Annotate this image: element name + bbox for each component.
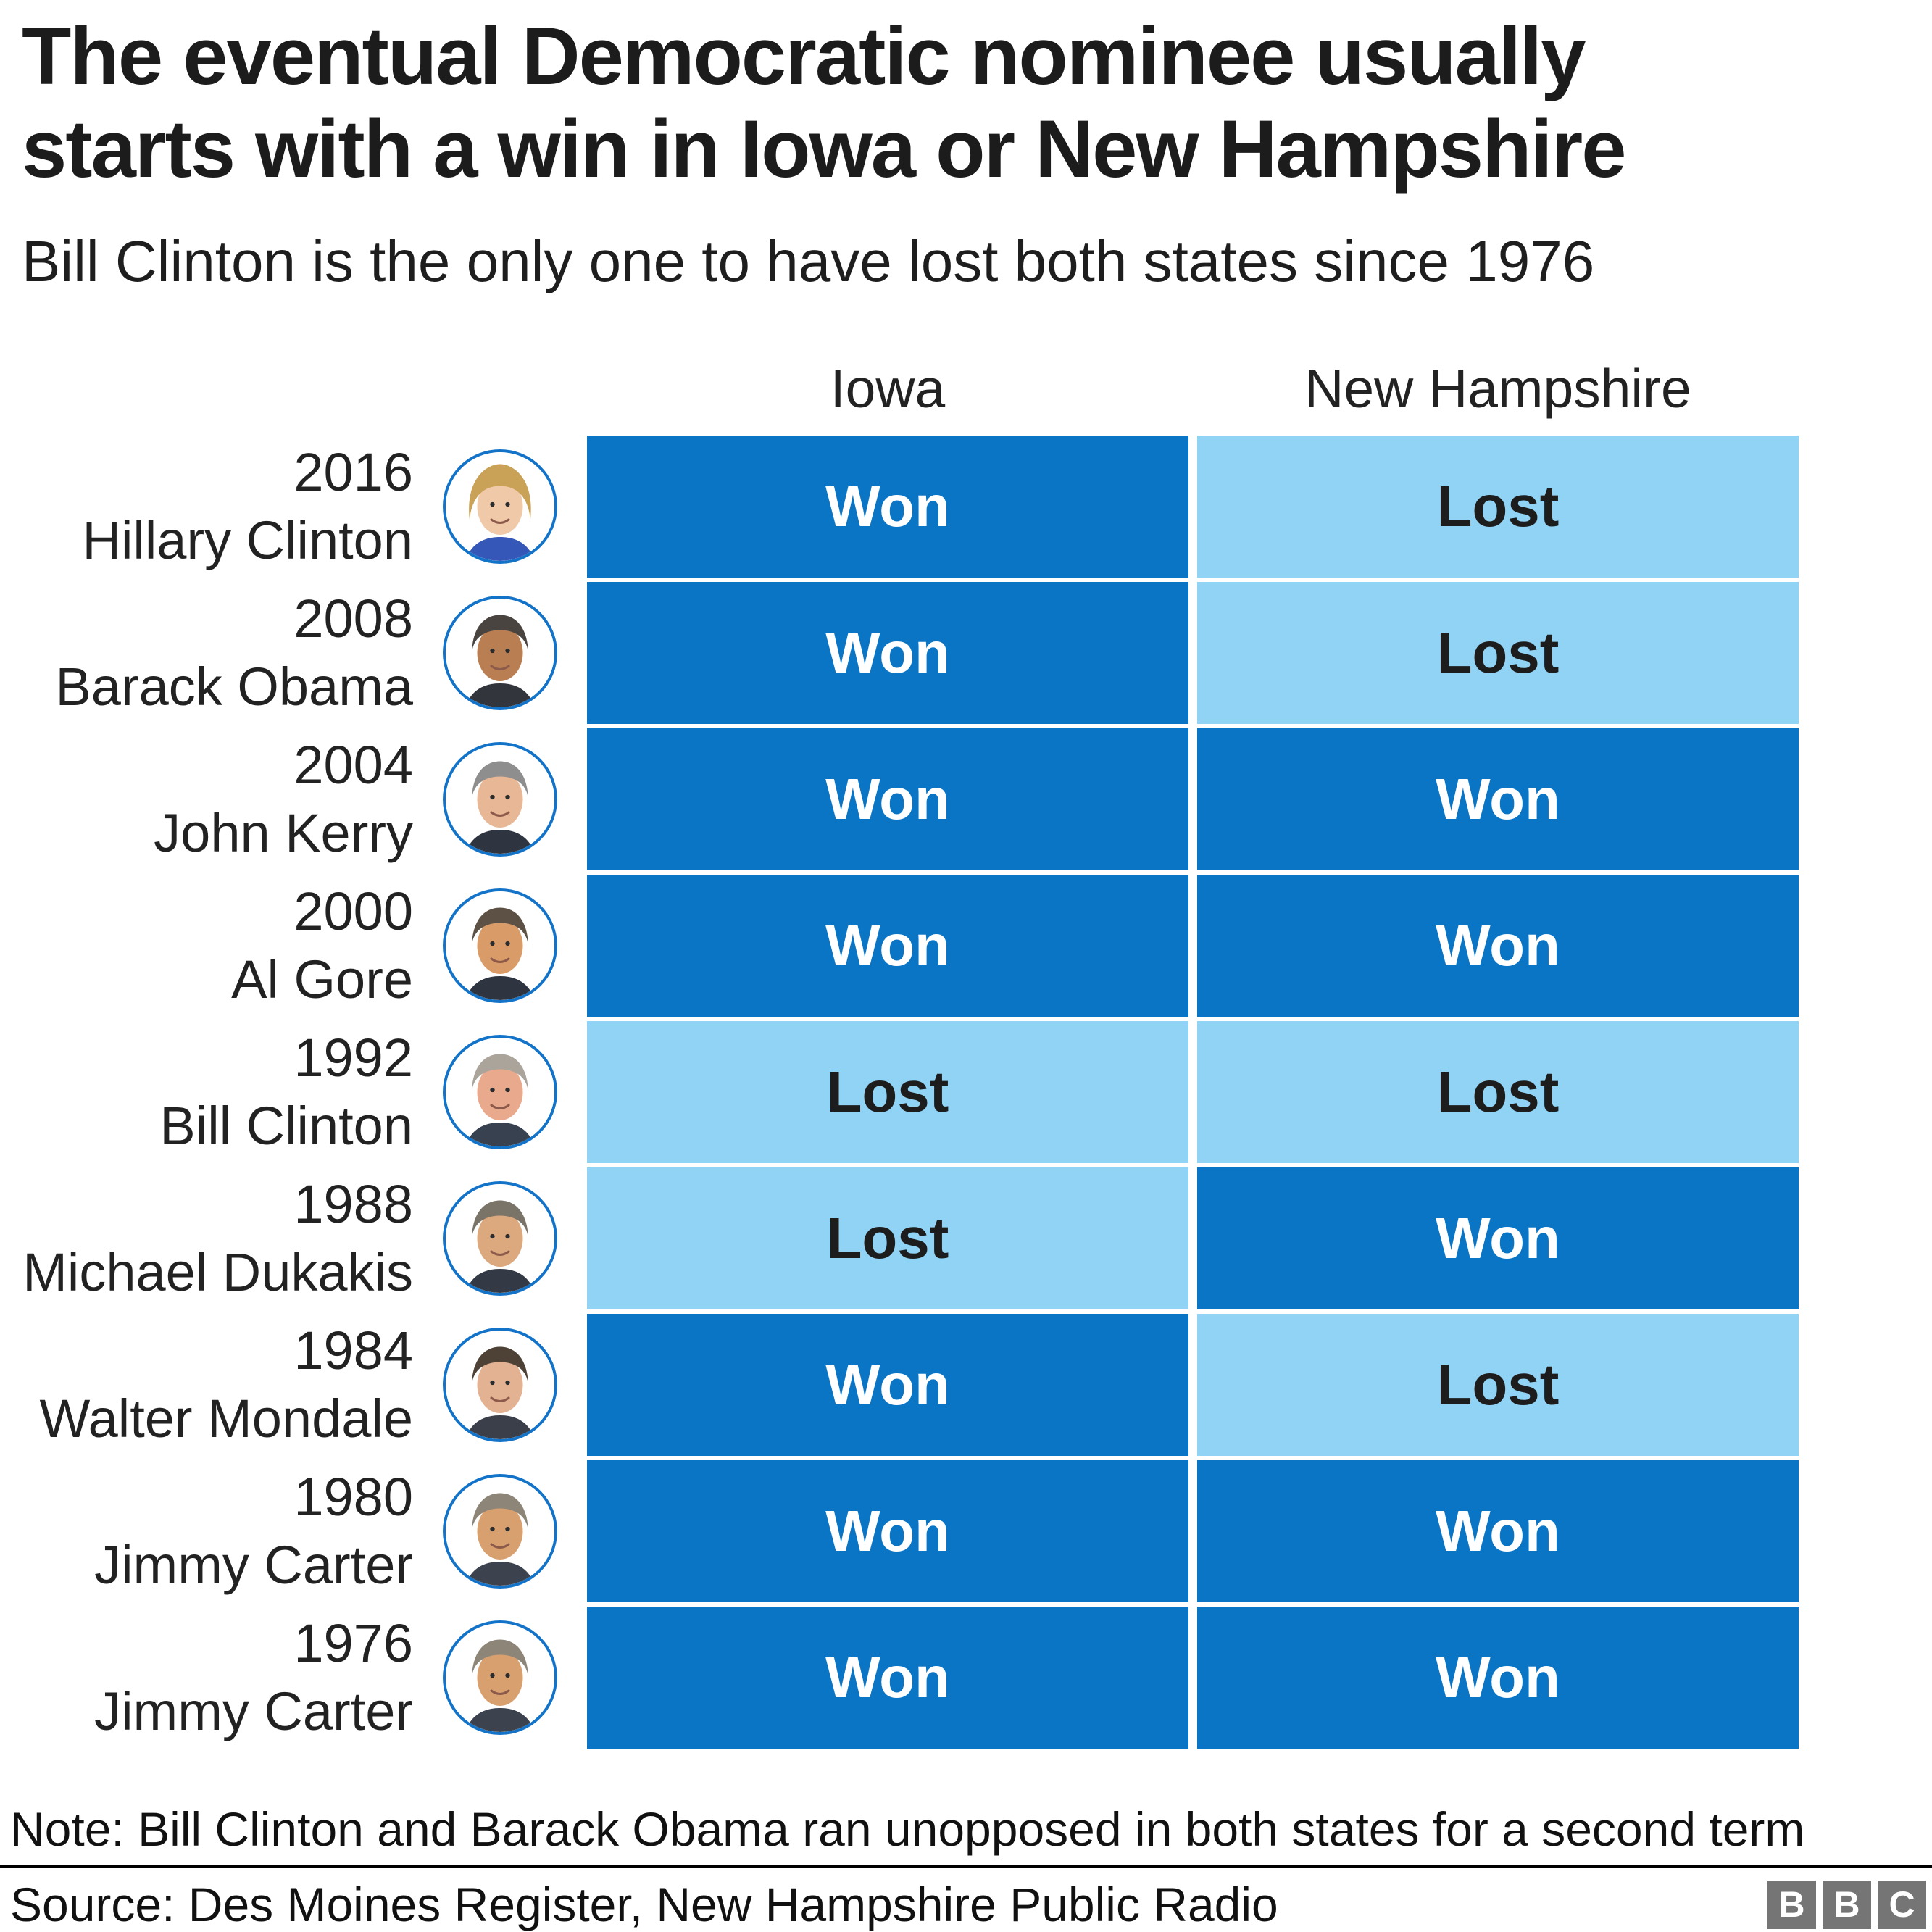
candidate-portrait-icon (443, 1181, 557, 1296)
candidate-portrait-icon (443, 449, 557, 565)
results-table: 2016 Hillary Clinton Won Lost 2008 Bar (0, 436, 1932, 1749)
source-credit: Source: Des Moines Register, New Hampshi… (10, 1878, 1278, 1932)
row-nominee-name: Jimmy Carter (94, 1681, 413, 1742)
new-hampshire-result-cell: Won (1197, 1460, 1799, 1603)
row-label: 1992 Bill Clinton (0, 1024, 413, 1160)
new-hampshire-result-cell: Won (1197, 1607, 1799, 1749)
table-row: 2000 Al Gore Won Won (0, 875, 1932, 1017)
new-hampshire-result-cell: Won (1197, 1167, 1799, 1310)
footer-bar: Source: Des Moines Register, New Hampshi… (0, 1868, 1932, 1932)
footnote: Note: Bill Clinton and Barack Obama ran … (10, 1802, 1805, 1857)
row-year: 1976 (293, 1613, 413, 1674)
iowa-result-cell: Won (587, 1460, 1188, 1603)
candidate-portrait-icon (443, 1035, 557, 1150)
candidate-portrait-icon (443, 1328, 557, 1443)
new-hampshire-result-cell: Won (1197, 875, 1799, 1017)
row-label: 1988 Michael Dukakis (0, 1170, 413, 1307)
page-subtitle: Bill Clinton is the only one to have los… (22, 229, 1595, 294)
column-header-spacer (0, 357, 587, 420)
row-year: 1984 (293, 1320, 413, 1381)
row-nominee-name: Walter Mondale (39, 1388, 413, 1449)
table-row: 1992 Bill Clinton Lost Lost (0, 1021, 1932, 1164)
row-nominee-name: Jimmy Carter (94, 1535, 413, 1596)
iowa-result-cell: Won (587, 1314, 1188, 1457)
iowa-result-cell: Lost (587, 1167, 1188, 1310)
table-row: 2004 John Kerry Won Won (0, 728, 1932, 871)
candidate-portrait-icon (443, 596, 557, 711)
iowa-result-cell: Won (587, 436, 1188, 578)
avatar-wrap (413, 582, 587, 724)
row-year: 1980 (293, 1467, 413, 1528)
candidate-portrait-icon (443, 742, 557, 857)
row-label: 1980 Jimmy Carter (0, 1463, 413, 1599)
candidate-portrait-icon (443, 1474, 557, 1589)
row-nominee-name: John Kerry (154, 803, 413, 864)
new-hampshire-result-cell: Lost (1197, 582, 1799, 725)
iowa-result-cell: Won (587, 1607, 1188, 1749)
new-hampshire-result-cell: Lost (1197, 1021, 1799, 1164)
avatar-wrap (413, 1460, 587, 1602)
row-label: 2008 Barack Obama (0, 585, 413, 721)
avatar-wrap (413, 1167, 587, 1309)
avatar-wrap (413, 1021, 587, 1163)
title-line-2: starts with a win in Iowa or New Hampshi… (22, 103, 1626, 194)
row-year: 2016 (293, 442, 413, 503)
table-row: 2016 Hillary Clinton Won Lost (0, 436, 1932, 578)
iowa-result-cell: Won (587, 582, 1188, 725)
row-nominee-name: Michael Dukakis (22, 1242, 413, 1303)
row-year: 2008 (293, 588, 413, 649)
row-year: 1992 (293, 1028, 413, 1088)
bbc-logo-block-1: B (1767, 1880, 1816, 1929)
footer-divider (0, 1865, 1932, 1869)
bbc-logo-block-2: B (1823, 1880, 1871, 1929)
table-row: 1980 Jimmy Carter Won Won (0, 1460, 1932, 1603)
avatar-wrap (413, 436, 587, 578)
row-label: 1976 Jimmy Carter (0, 1610, 413, 1746)
table-row: 1984 Walter Mondale Won Lost (0, 1314, 1932, 1457)
column-headers: Iowa New Hampshire (0, 357, 1932, 420)
iowa-result-cell: Lost (587, 1021, 1188, 1164)
table-row: 1988 Michael Dukakis Lost Won (0, 1167, 1932, 1310)
new-hampshire-result-cell: Won (1197, 728, 1799, 871)
row-year: 1988 (293, 1174, 413, 1235)
iowa-result-cell: Won (587, 875, 1188, 1017)
row-label: 2004 John Kerry (0, 731, 413, 867)
column-header-iowa: Iowa (830, 358, 946, 420)
new-hampshire-result-cell: Lost (1197, 436, 1799, 578)
row-year: 2004 (293, 735, 413, 796)
row-label: 1984 Walter Mondale (0, 1317, 413, 1453)
table-row: 1976 Jimmy Carter Won Won (0, 1607, 1932, 1749)
avatar-wrap (413, 728, 587, 870)
row-label: 2000 Al Gore (0, 878, 413, 1014)
table-row: 2008 Barack Obama Won Lost (0, 582, 1932, 725)
bbc-logo: B B C (1767, 1880, 1926, 1929)
page-title: The eventual Democratic nominee usually … (22, 10, 1910, 195)
candidate-portrait-icon (443, 1620, 557, 1736)
iowa-result-cell: Won (587, 728, 1188, 871)
new-hampshire-result-cell: Lost (1197, 1314, 1799, 1457)
row-nominee-name: Hillary Clinton (82, 510, 413, 571)
row-label: 2016 Hillary Clinton (0, 438, 413, 575)
title-line-1: The eventual Democratic nominee usually (22, 11, 1586, 101)
candidate-portrait-icon (443, 888, 557, 1004)
row-nominee-name: Al Gore (231, 949, 413, 1010)
row-year: 2000 (293, 881, 413, 942)
avatar-wrap (413, 1314, 587, 1456)
column-header-new-hampshire: New Hampshire (1304, 358, 1691, 420)
bbc-logo-block-3: C (1878, 1880, 1926, 1929)
avatar-wrap (413, 1607, 587, 1749)
avatar-wrap (413, 875, 587, 1017)
row-nominee-name: Barack Obama (55, 657, 413, 717)
row-nominee-name: Bill Clinton (159, 1096, 413, 1157)
